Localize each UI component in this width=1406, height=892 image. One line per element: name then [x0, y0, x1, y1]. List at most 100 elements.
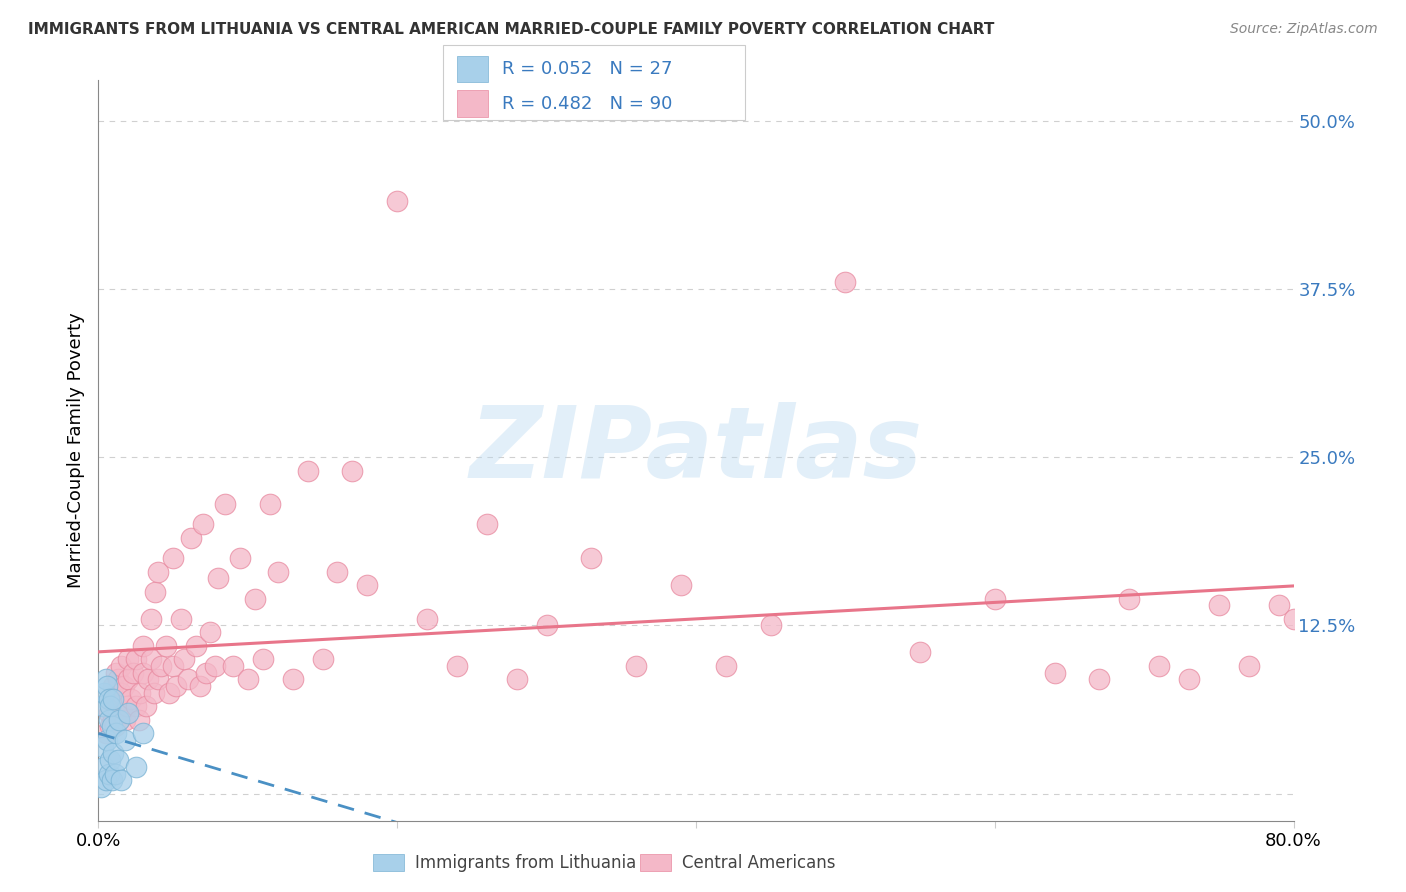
Point	[139, 612, 162, 626]
Point	[104, 719, 127, 733]
Point	[195, 665, 218, 680]
Point	[104, 766, 127, 780]
Point	[91, 739, 114, 754]
Point	[180, 531, 202, 545]
Point	[103, 679, 125, 693]
Point	[155, 639, 177, 653]
Point	[204, 658, 226, 673]
Point	[142, 686, 165, 700]
Point	[626, 658, 648, 673]
Point	[162, 658, 184, 673]
Point	[93, 686, 115, 700]
Point	[97, 713, 120, 727]
Text: Source: ZipAtlas.com: Source: ZipAtlas.com	[1230, 22, 1378, 37]
Point	[214, 497, 236, 511]
Point	[97, 706, 120, 720]
Point	[165, 679, 187, 693]
Point	[96, 679, 118, 693]
Point	[117, 673, 139, 687]
Point	[267, 565, 290, 579]
Point	[105, 665, 128, 680]
Point	[101, 773, 124, 788]
Point	[110, 773, 132, 788]
Point	[536, 618, 558, 632]
Point	[117, 652, 139, 666]
Point	[143, 584, 166, 599]
Text: IMMIGRANTS FROM LITHUANIA VS CENTRAL AMERICAN MARRIED-COUPLE FAMILY POVERTY CORR: IMMIGRANTS FROM LITHUANIA VS CENTRAL AME…	[28, 22, 994, 37]
Point	[98, 719, 122, 733]
Point	[200, 625, 222, 640]
Point	[162, 551, 184, 566]
Point	[148, 565, 170, 579]
Point	[173, 652, 195, 666]
Point	[446, 658, 468, 673]
Point	[150, 658, 173, 673]
Point	[112, 679, 135, 693]
Point	[184, 639, 207, 653]
Point	[1088, 673, 1111, 687]
Point	[129, 686, 152, 700]
Point	[97, 766, 120, 780]
Point	[311, 652, 333, 666]
Text: R = 0.052   N = 27: R = 0.052 N = 27	[502, 60, 672, 78]
Point	[984, 591, 1007, 606]
Point	[110, 658, 132, 673]
Point	[105, 699, 128, 714]
Point	[259, 497, 281, 511]
Point	[132, 639, 155, 653]
Point	[125, 652, 148, 666]
Point	[120, 692, 142, 706]
Point	[188, 679, 211, 693]
Point	[1237, 658, 1260, 673]
Point	[385, 194, 409, 209]
Point	[236, 673, 259, 687]
Point	[581, 551, 603, 566]
Point	[136, 673, 159, 687]
Point	[114, 732, 136, 747]
Text: R = 0.482   N = 90: R = 0.482 N = 90	[502, 95, 672, 112]
Point	[108, 713, 131, 727]
Point	[132, 665, 155, 680]
Point	[103, 713, 125, 727]
Point	[1267, 599, 1289, 613]
Point	[117, 706, 139, 720]
Point	[506, 673, 529, 687]
Point	[107, 753, 129, 767]
Point	[125, 760, 148, 774]
Point	[128, 713, 150, 727]
Point	[207, 571, 229, 585]
Y-axis label: Married-Couple Family Poverty: Married-Couple Family Poverty	[66, 312, 84, 589]
Text: Central Americans: Central Americans	[682, 854, 835, 871]
Point	[148, 673, 170, 687]
Point	[759, 618, 782, 632]
Point	[139, 652, 162, 666]
Point	[1208, 599, 1230, 613]
Point	[111, 706, 134, 720]
Point	[110, 686, 132, 700]
Point	[105, 726, 128, 740]
Point	[342, 464, 364, 478]
Point	[125, 699, 148, 714]
Point	[326, 565, 349, 579]
Point	[114, 713, 136, 727]
Point	[1282, 612, 1305, 626]
Text: Immigrants from Lithuania: Immigrants from Lithuania	[415, 854, 636, 871]
Point	[96, 732, 118, 747]
Point	[475, 517, 498, 532]
Point	[169, 612, 191, 626]
Text: ZIPatlas: ZIPatlas	[470, 402, 922, 499]
Point	[90, 780, 112, 794]
Point	[91, 699, 114, 714]
Point	[103, 692, 125, 706]
Point	[1043, 665, 1066, 680]
Point	[93, 760, 115, 774]
Point	[103, 747, 125, 761]
Point	[834, 275, 856, 289]
Point	[101, 692, 124, 706]
Point	[115, 699, 138, 714]
Point	[252, 652, 274, 666]
Point	[416, 612, 439, 626]
Point	[107, 706, 129, 720]
Point	[1118, 591, 1140, 606]
Point	[135, 699, 157, 714]
